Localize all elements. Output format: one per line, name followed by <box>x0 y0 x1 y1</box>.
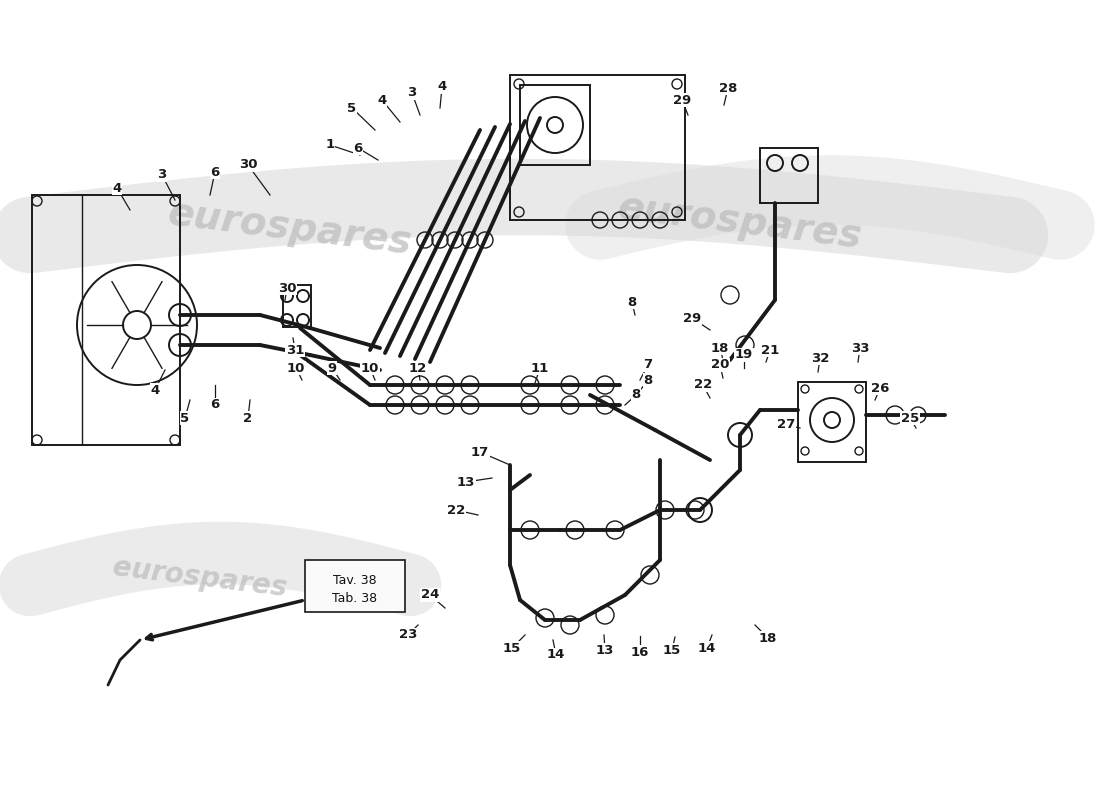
Text: 23: 23 <box>399 629 417 642</box>
Text: 31: 31 <box>286 343 305 357</box>
Text: 13: 13 <box>596 643 614 657</box>
Text: 18: 18 <box>759 631 778 645</box>
Bar <box>798 382 866 462</box>
Text: 13: 13 <box>456 475 475 489</box>
Text: eurospares: eurospares <box>166 194 415 262</box>
Text: 6: 6 <box>353 142 363 154</box>
Text: 30: 30 <box>239 158 257 171</box>
Text: 5: 5 <box>180 411 189 425</box>
Text: 29: 29 <box>673 94 691 106</box>
Bar <box>32 195 180 445</box>
Text: 15: 15 <box>663 643 681 657</box>
Text: 4: 4 <box>438 81 447 94</box>
Text: Tav. 38: Tav. 38 <box>333 574 377 586</box>
Text: 8: 8 <box>631 389 640 402</box>
Text: Tab. 38: Tab. 38 <box>332 591 377 605</box>
Text: 19: 19 <box>735 349 754 362</box>
Text: eurospares: eurospares <box>616 188 865 256</box>
Text: 3: 3 <box>157 169 166 182</box>
Text: 21: 21 <box>761 343 779 357</box>
Text: 10: 10 <box>361 362 379 374</box>
Text: 20: 20 <box>711 358 729 371</box>
Text: 4: 4 <box>377 94 386 106</box>
Text: 8: 8 <box>627 295 637 309</box>
Text: 14: 14 <box>697 642 716 654</box>
Text: 5: 5 <box>348 102 356 114</box>
Text: 10: 10 <box>287 362 305 374</box>
Bar <box>760 148 818 203</box>
Text: 30: 30 <box>277 282 296 294</box>
Text: 1: 1 <box>326 138 334 151</box>
Text: 11: 11 <box>531 362 549 374</box>
Bar <box>305 560 405 612</box>
Text: 27: 27 <box>777 418 795 431</box>
Bar <box>510 75 685 220</box>
Text: 16: 16 <box>630 646 649 658</box>
Text: 4: 4 <box>151 383 160 397</box>
Text: 15: 15 <box>503 642 521 654</box>
Text: 25: 25 <box>901 411 920 425</box>
Text: 18: 18 <box>711 342 729 354</box>
Text: 33: 33 <box>850 342 869 354</box>
Text: 17: 17 <box>471 446 490 458</box>
Text: 29: 29 <box>683 311 701 325</box>
Text: 22: 22 <box>447 503 465 517</box>
Text: 32: 32 <box>811 351 829 365</box>
Text: 4: 4 <box>112 182 122 194</box>
Text: 24: 24 <box>421 589 439 602</box>
Text: 6: 6 <box>210 166 220 178</box>
Text: 26: 26 <box>871 382 889 394</box>
Text: 2: 2 <box>243 411 253 425</box>
Text: 9: 9 <box>328 362 337 374</box>
Text: 3: 3 <box>407 86 417 99</box>
Text: 12: 12 <box>409 362 427 374</box>
Text: 28: 28 <box>718 82 737 94</box>
Text: 6: 6 <box>210 398 220 411</box>
Bar <box>520 85 590 165</box>
Text: 14: 14 <box>547 649 565 662</box>
Text: eurospares: eurospares <box>111 554 289 602</box>
Text: 22: 22 <box>694 378 712 391</box>
Text: 8: 8 <box>644 374 652 386</box>
Bar <box>283 285 311 327</box>
Text: 7: 7 <box>644 358 652 371</box>
